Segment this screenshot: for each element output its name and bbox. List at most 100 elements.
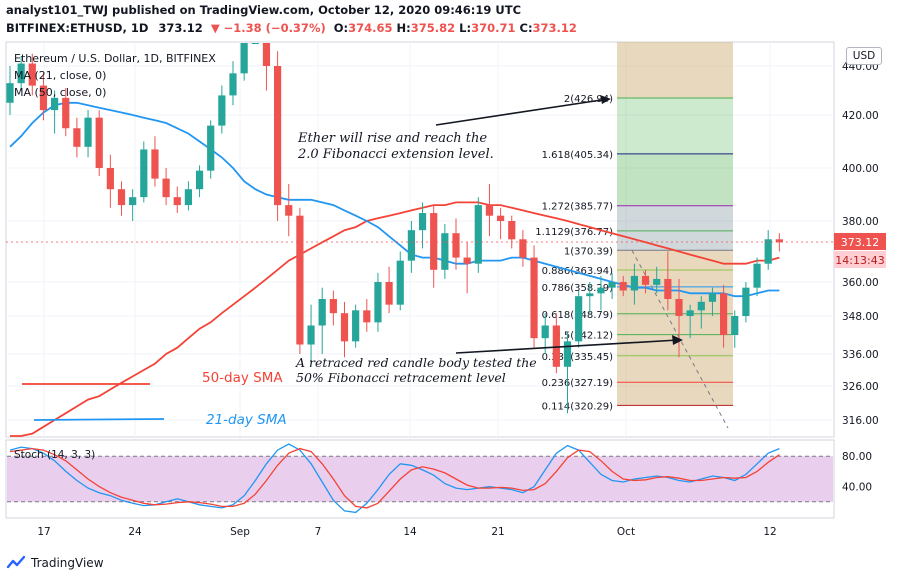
candle-body <box>307 325 315 345</box>
candle-body <box>140 149 148 198</box>
price-tick-label: 400.00 <box>842 163 879 175</box>
candle-body <box>396 260 404 305</box>
candle-body <box>73 128 81 147</box>
candle-body <box>519 239 527 258</box>
legend-ma21[interactable]: MA (21, close, 0) <box>14 69 107 82</box>
legend-ma50[interactable]: MA (50, close, 0) <box>14 86 107 99</box>
candle-body <box>586 293 594 297</box>
last-price-tag-label: 373.12 <box>841 236 880 249</box>
candle-body <box>641 275 650 285</box>
stochastic-oscillator: 80.00 40.00 <box>7 443 872 514</box>
candle-body <box>463 257 471 264</box>
candle-body <box>251 43 259 44</box>
candle-body <box>575 296 583 342</box>
last-price-tag <box>834 232 886 250</box>
ma50-line <box>10 201 780 437</box>
candle-body <box>541 325 549 339</box>
candle-body <box>630 275 638 291</box>
countdown-tag-label: 14:13:43 <box>835 254 884 267</box>
fib-level-label: 0.114(320.29) <box>542 401 614 412</box>
tradingview-logo-icon <box>6 555 26 569</box>
publisher-text: analyst101_TWJ published on TradingView.… <box>6 3 522 17</box>
fib-level-label: 0.5(342.12) <box>554 331 613 342</box>
fib-level-label: 0.786(358.29) <box>542 283 614 294</box>
price-pane[interactable] <box>5 41 835 438</box>
price-tick-label: 326.00 <box>842 381 879 393</box>
legend-21-line <box>33 418 165 421</box>
candle-body <box>653 278 661 285</box>
time-tick-label: Sep <box>230 526 250 538</box>
callout-top-1: Ether will rise and reach the <box>297 131 487 146</box>
candle-body <box>552 325 560 367</box>
stoch-line <box>9 443 780 514</box>
arrow-retrace-head <box>672 335 683 345</box>
arrow-up-head <box>600 95 611 104</box>
time-tick-label: 12 <box>763 526 776 538</box>
candle-body <box>742 287 750 316</box>
fib-level-label: 0.382(335.45) <box>542 352 614 363</box>
fib-band-top <box>617 42 733 98</box>
candle-body <box>95 117 103 168</box>
legend-title[interactable]: Ethereum / U.S. Dollar, 1D, BITFINEX <box>14 52 216 65</box>
stoch-tick-label: 80.00 <box>842 451 872 463</box>
ma21-path <box>9 101 780 298</box>
arrow-up-fib <box>435 98 609 126</box>
price-tick-label: 336.00 <box>842 349 879 361</box>
price-tick-label: 420.00 <box>842 110 879 122</box>
chart-header: analyst101_TWJ published on TradingView.… <box>0 0 900 42</box>
candle-body <box>764 239 772 264</box>
tradingview-logo-text: TradingView <box>31 556 104 570</box>
callout-top-2: 2.0 Fibonacci extension level. <box>297 147 494 162</box>
stoch-line <box>9 447 780 509</box>
candle-body <box>363 310 371 323</box>
candle-body <box>775 239 783 243</box>
candle-body <box>508 221 516 240</box>
open-value: 374.65 <box>348 21 393 35</box>
tradingview-branding[interactable]: TradingView <box>6 553 104 573</box>
candle-body <box>708 293 717 302</box>
candle-body <box>329 299 337 314</box>
price-tick-label: 380.00 <box>842 216 879 228</box>
candle-body <box>207 125 215 171</box>
candle-body <box>430 213 438 270</box>
price-change: ▼ −1.38 (−0.37%) <box>210 21 326 35</box>
candle-body <box>51 97 59 111</box>
candle-body <box>285 205 293 216</box>
symbol-ohlc-line: BITFINEX:ETHUSD, 1D 373.12 ▼ −1.38 (−0.3… <box>6 21 577 35</box>
ma50-path <box>10 201 780 437</box>
candle-body <box>218 95 226 126</box>
last-price: 373.12 <box>158 21 203 35</box>
candle-body <box>340 313 349 342</box>
symbol-name[interactable]: BITFINEX:ETHUSD, 1D <box>6 21 149 35</box>
candle-body <box>184 189 192 206</box>
candle-body <box>597 287 605 294</box>
legend-21-label: 21-day SMA <box>206 412 287 428</box>
ma21-line <box>9 101 780 298</box>
time-tick-label: 14 <box>403 526 417 538</box>
fib-level-label: 1(370.39) <box>564 246 613 257</box>
candle-body <box>731 316 739 335</box>
candle-body <box>418 213 427 231</box>
stoch-band <box>7 456 833 502</box>
candle-body <box>530 257 538 339</box>
candle-body <box>374 282 382 323</box>
candle-body <box>474 205 482 264</box>
fib-band <box>617 97 733 154</box>
publisher-line: analyst101_TWJ published on TradingView.… <box>6 3 521 17</box>
candle-body <box>262 43 271 66</box>
time-tick-label: 21 <box>491 526 504 538</box>
candle-body <box>352 310 360 342</box>
candle-body <box>318 299 326 326</box>
candle-body <box>84 117 92 147</box>
currency-button[interactable]: USD <box>846 47 882 65</box>
candle-body <box>195 170 204 190</box>
time-tick-label: 17 <box>37 526 50 538</box>
candle-body <box>162 178 170 198</box>
stoch-title: Stoch (14, 3, 3) <box>14 449 95 461</box>
fib-band <box>617 205 733 251</box>
high-value: 375.82 <box>410 21 456 35</box>
fib-level-label: 0.236(327.19) <box>542 378 614 389</box>
candle-body <box>497 215 505 221</box>
candle-body <box>240 43 248 74</box>
close-value: 373.12 <box>532 21 577 35</box>
